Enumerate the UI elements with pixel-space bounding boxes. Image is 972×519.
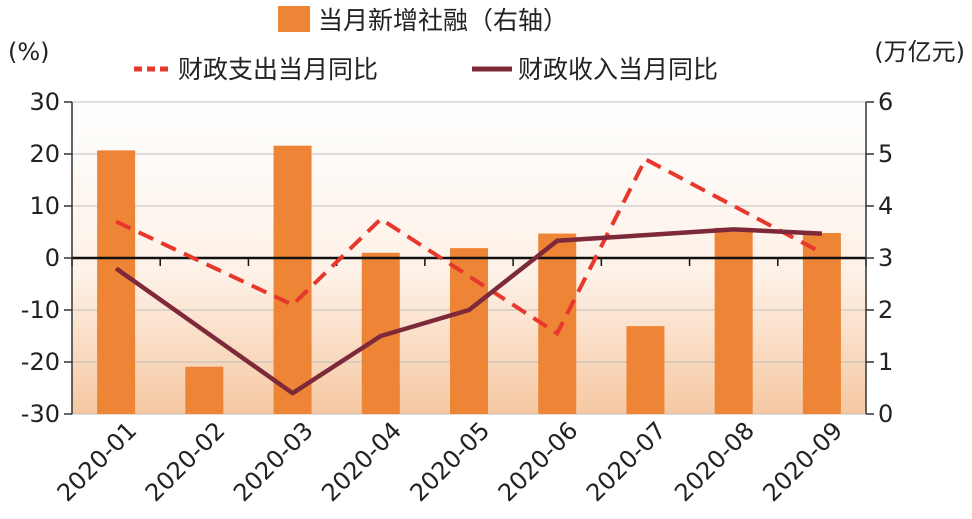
right-tick-label: 1 <box>878 348 893 376</box>
x-tick-label: 2020-02 <box>140 416 231 507</box>
bar <box>185 366 224 414</box>
left-tick-label: 20 <box>29 140 60 168</box>
left-axis-unit: (%) <box>8 38 50 66</box>
x-tick-label: 2020-07 <box>581 416 672 507</box>
x-tick-label: 2020-05 <box>405 416 496 507</box>
left-tick-label: -10 <box>21 296 60 324</box>
bar <box>802 233 841 414</box>
bar <box>97 150 136 415</box>
right-axis-unit: (万亿元) <box>874 38 965 66</box>
bar <box>626 326 665 414</box>
left-tick-label: 0 <box>45 244 60 272</box>
expenditure-line <box>115 156 823 337</box>
left-tick-label: 10 <box>29 192 60 220</box>
bar <box>714 227 753 414</box>
x-tick-label: 2020-03 <box>228 416 319 507</box>
legend-label-revenue: 财政收入当月同比 <box>518 55 718 84</box>
x-tick-label: 2020-04 <box>316 416 407 507</box>
right-tick-label: 5 <box>878 140 893 168</box>
legend-swatch-bar <box>278 6 310 32</box>
legend-label-expenditure: 财政支出当月同比 <box>178 55 378 84</box>
revenue-line <box>114 227 823 396</box>
x-tick-label: 2020-01 <box>52 416 143 507</box>
bar <box>450 248 488 414</box>
x-tick-label: 2020-09 <box>757 416 848 507</box>
right-tick-label: 6 <box>878 88 893 116</box>
left-tick-label: -20 <box>21 348 60 376</box>
right-tick-label: 3 <box>878 244 893 272</box>
left-tick-label: -30 <box>21 400 60 428</box>
right-tick-label: 4 <box>878 192 893 220</box>
right-tick-label: 0 <box>878 400 893 428</box>
right-tick-label: 2 <box>878 296 893 324</box>
x-tick-label: 2020-06 <box>493 416 584 507</box>
bar <box>273 145 312 414</box>
left-tick-label: 30 <box>29 88 60 116</box>
legend-label-bar: 当月新增社融（右轴） <box>318 6 568 35</box>
x-tick-label: 2020-08 <box>669 416 760 507</box>
